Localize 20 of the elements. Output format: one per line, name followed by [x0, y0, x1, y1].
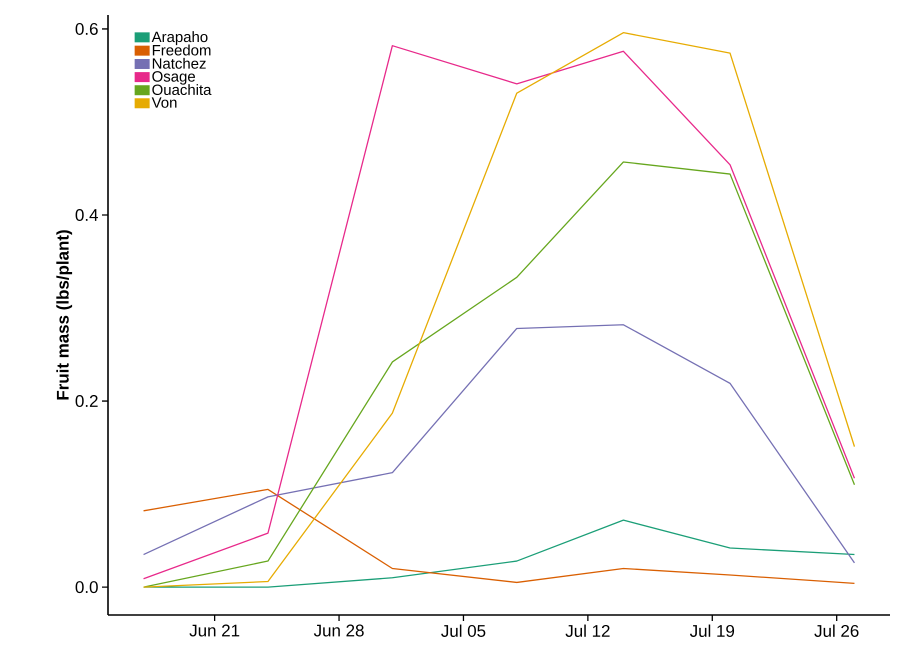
legend-label: Von [152, 97, 176, 108]
legend-label: Natchez [152, 58, 206, 69]
y-tick-label: 0.4 [76, 209, 98, 221]
line-series [142, 161, 856, 588]
x-tick-label: Jul 26 [814, 624, 859, 637]
x-tick-label: Jul 12 [566, 624, 610, 637]
line-series [142, 488, 856, 584]
legend-label: Osage [152, 71, 195, 85]
line-series [142, 324, 856, 564]
x-tick-label: Jun 28 [314, 624, 364, 637]
y-axis-title: Fruit mass (lbs/plant) [56, 230, 72, 400]
x-tick-label: Jul 05 [441, 624, 486, 637]
x-tick-label: Jun 21 [189, 624, 240, 637]
x-tick-label: Jul 19 [690, 624, 734, 637]
legend-label: Ouachita [152, 84, 212, 96]
legend-label: Arapaho [152, 31, 208, 46]
legend-label: Freedom [152, 44, 210, 56]
y-tick-label: 0.0 [76, 581, 98, 594]
y-tick-label: 0.6 [76, 22, 98, 35]
y-tick-label: 0.2 [76, 395, 98, 408]
